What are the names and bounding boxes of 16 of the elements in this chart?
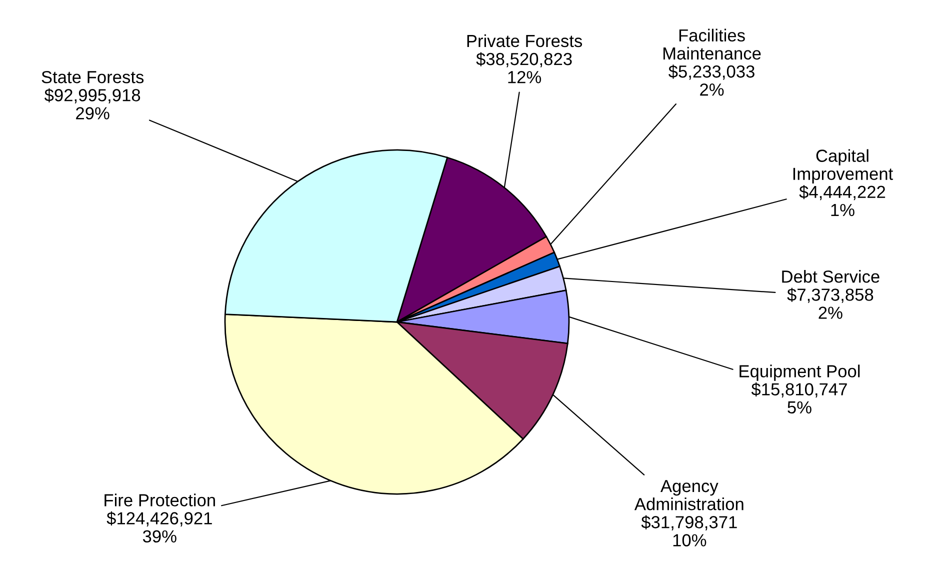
slice-label: Private Forests bbox=[467, 34, 582, 48]
data-label: $92,995,918 29% bbox=[44, 88, 140, 120]
slice-label: Capital Improvement bbox=[793, 149, 894, 184]
slice-label: Equipment Pool bbox=[740, 364, 860, 381]
data-label: $38,520,823 12% bbox=[476, 52, 572, 84]
slice-label: Agency Administration bbox=[634, 480, 744, 510]
data-label: $124,426,921 39% bbox=[106, 511, 212, 543]
slice-label: Debt Service bbox=[782, 270, 880, 283]
data-label: $5,233,033 2% bbox=[668, 64, 754, 96]
data-label: $4,444,222 1% bbox=[799, 185, 886, 216]
slice-label: State Forests bbox=[42, 70, 144, 84]
slice-label: Fire Protection bbox=[104, 494, 215, 506]
data-label: $15,810,747 5% bbox=[751, 382, 847, 414]
data-label: $31,798,371 10% bbox=[641, 515, 737, 546]
slice-label: Facilities Maintenance bbox=[663, 28, 761, 60]
data-label: $7,373,858 2% bbox=[787, 288, 874, 319]
